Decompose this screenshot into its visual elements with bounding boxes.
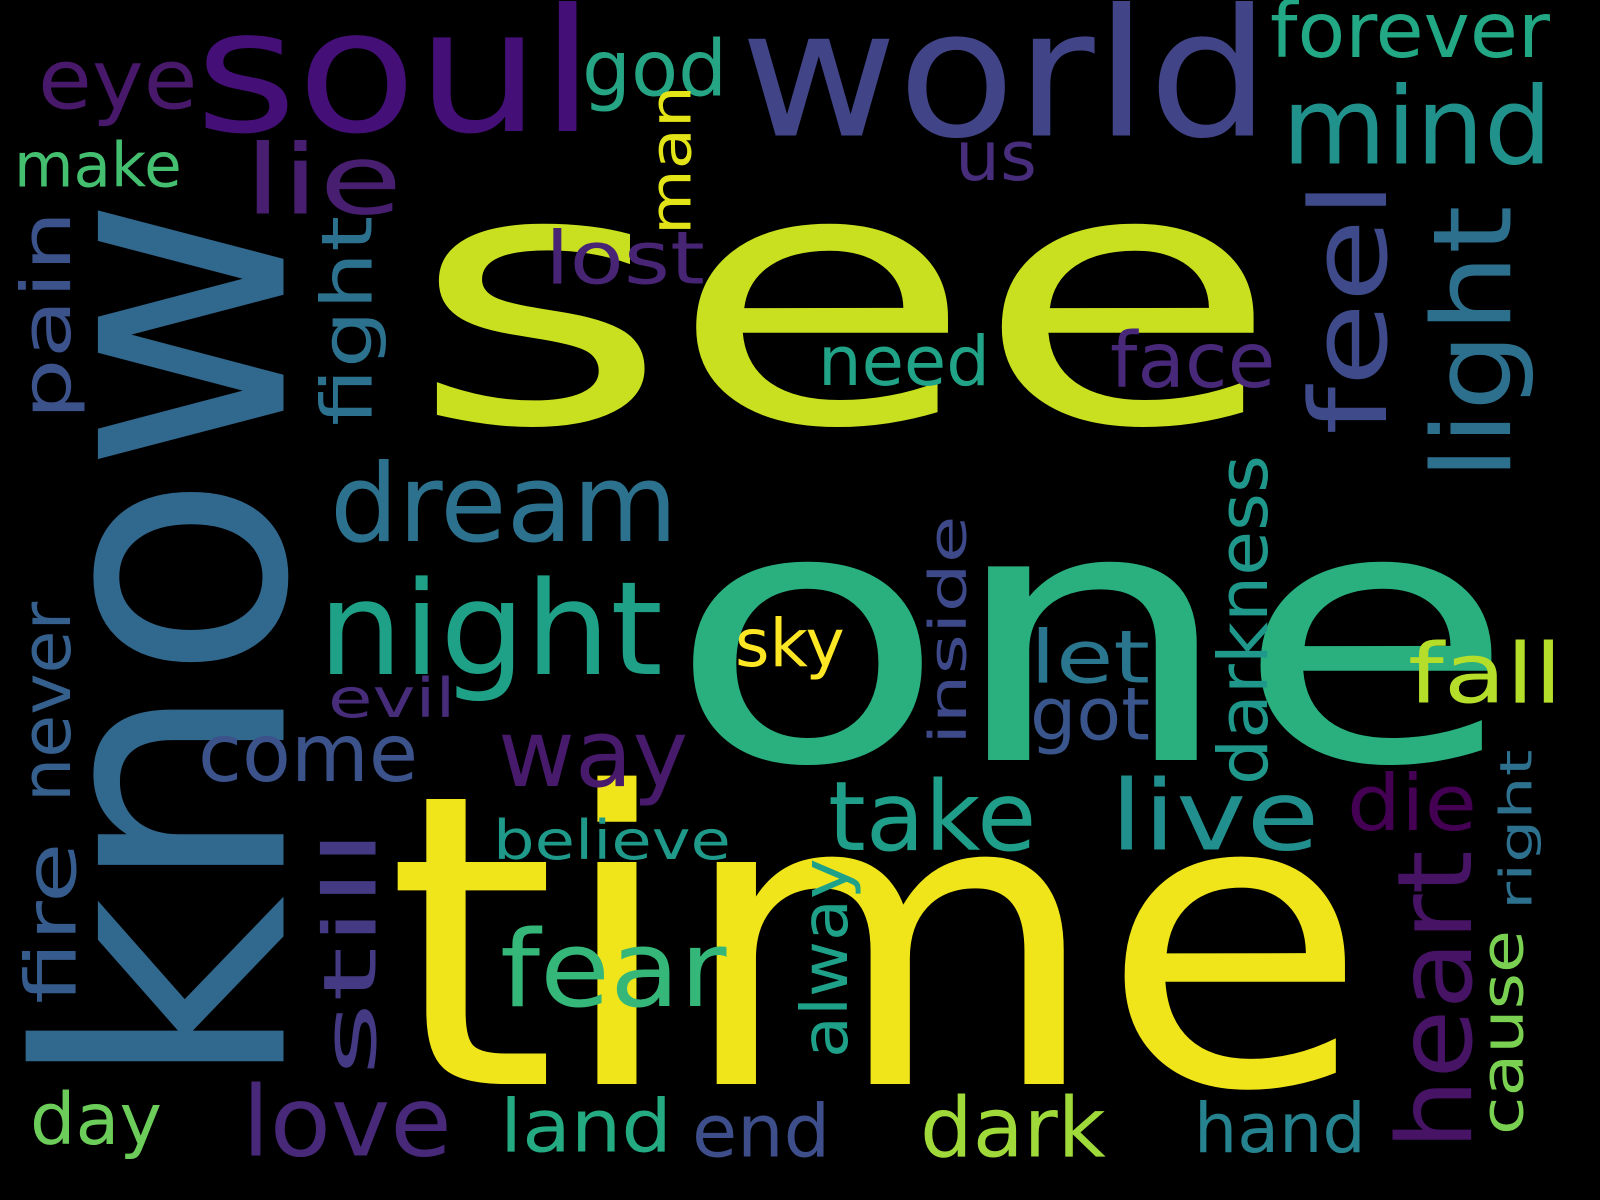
word-need: need — [818, 322, 990, 402]
word-darkness: darkness — [1204, 455, 1284, 785]
word-man: man — [638, 85, 705, 235]
word-land: land — [500, 1084, 672, 1170]
word-die: die — [1347, 759, 1477, 849]
word-way: way — [498, 700, 689, 809]
word-mind: mind — [1282, 65, 1553, 190]
word-dream: dream — [330, 442, 678, 567]
word-cause: cause — [1467, 929, 1537, 1135]
word-live: live — [1110, 759, 1320, 873]
word-let: let — [1030, 615, 1151, 701]
word-come: come — [198, 707, 419, 800]
word-lost: lost — [545, 216, 705, 302]
word-pain: pain — [7, 210, 87, 420]
word-feel: feel — [1288, 180, 1412, 435]
word-world: world — [740, 0, 1271, 178]
word-sky: sky — [735, 604, 845, 682]
word-fire: fire — [9, 842, 93, 1004]
word-fall: fall — [1408, 626, 1563, 723]
word-forever: forever — [1270, 0, 1551, 76]
word-hand: hand — [1194, 1090, 1366, 1169]
word-time: time — [386, 707, 1369, 1180]
word-god: god — [582, 24, 728, 115]
word-day: day — [30, 1077, 162, 1161]
word-got: got — [1030, 672, 1150, 758]
word-love: love — [242, 1065, 452, 1179]
word-us: us — [955, 117, 1038, 197]
word-make: make — [14, 130, 182, 202]
word-one: one — [668, 432, 1516, 844]
word-eye: eye — [38, 32, 198, 129]
word-never: never — [7, 601, 87, 802]
word-believe: believe — [493, 809, 731, 872]
word-alway: alway — [789, 858, 863, 1058]
word-inside: inside — [919, 515, 979, 745]
word-night: night — [318, 554, 663, 705]
word-fight: fight — [305, 215, 389, 426]
word-end: end — [692, 1089, 831, 1175]
word-lie: lie — [244, 123, 403, 237]
word-evil: evil — [328, 667, 456, 730]
word-soul: soul — [194, 0, 595, 172]
word-face: face — [1110, 317, 1276, 406]
word-see: see — [410, 94, 1281, 506]
word-dark: dark — [920, 1079, 1106, 1177]
word-still: still — [308, 828, 394, 1076]
word-take: take — [828, 761, 1037, 873]
word-right: right — [1489, 749, 1543, 910]
word-light: light — [1409, 205, 1537, 481]
word-fear: fear — [500, 908, 727, 1032]
